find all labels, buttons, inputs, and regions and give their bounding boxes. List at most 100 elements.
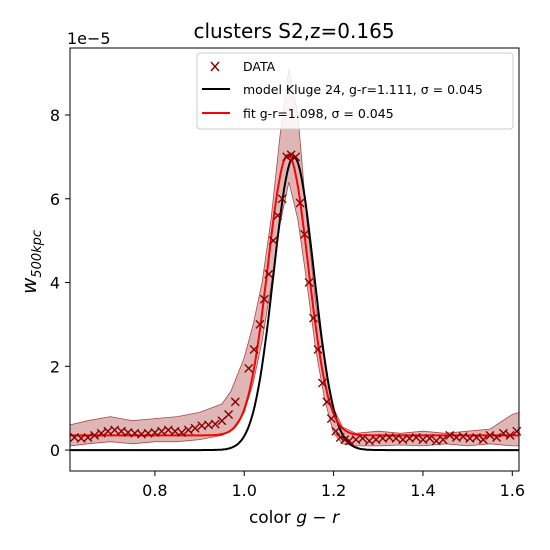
data-point [224, 409, 234, 419]
data-point [210, 419, 220, 429]
data-point-stroke-b [505, 430, 515, 440]
y-axis-ticks: 0 2 4 6 8 [50, 106, 70, 460]
chart-title: clusters S2,z=0.165 [193, 19, 394, 43]
data-point-stroke-b [344, 436, 354, 446]
data-point-stroke-b [204, 420, 213, 430]
data-point-stroke-b [277, 194, 287, 204]
y-axis-label: w500kpc [17, 230, 45, 294]
data-point [177, 427, 187, 437]
data-point-stroke-b [103, 426, 113, 436]
data-point-stroke-b [282, 152, 292, 162]
data-point [183, 425, 193, 435]
data-point [286, 150, 296, 160]
data-point-stroke-b [197, 421, 207, 431]
data-point-stroke-b [300, 229, 310, 239]
data-point [83, 433, 93, 442]
data-point-stroke-b [190, 423, 200, 433]
data-point-stroke-b [268, 236, 278, 246]
data-point-stroke-b [230, 397, 240, 407]
data-point [411, 433, 421, 442]
data-point-stroke-b [244, 363, 254, 373]
data-point [244, 363, 254, 373]
y-tick-label: 8 [50, 106, 60, 125]
data-point-stroke-b [425, 433, 435, 443]
data-point [190, 423, 200, 433]
data-point-stroke-b [83, 433, 93, 442]
legend-label-model: model Kluge 24, g-r=1.111, σ = 0.045 [243, 82, 483, 97]
data-point [445, 430, 455, 440]
data-point-stroke-b [259, 294, 269, 304]
legend-box [196, 52, 514, 130]
data-point [505, 430, 515, 440]
data-point [291, 152, 301, 162]
data-point [331, 426, 341, 436]
data-point [326, 414, 336, 424]
data-point [498, 428, 508, 438]
data-point-stroke-b [364, 436, 374, 446]
x-tick-label: 1.0 [232, 481, 257, 500]
y-tick-label: 4 [50, 274, 60, 293]
data-point-stroke-b [335, 433, 345, 442]
data-point-stroke-b [291, 152, 301, 162]
data-point [304, 278, 314, 288]
data-point-stroke-b [445, 430, 455, 440]
x-tick-label: 1.2 [321, 481, 346, 500]
x-axis-ticks: 0.8 1.0 1.2 1.4 1.6 [142, 471, 525, 500]
data-point [282, 152, 292, 162]
data-point [313, 345, 323, 355]
data-point-stroke-b [418, 435, 428, 445]
data-point-stroke-b [358, 433, 368, 443]
data-point [295, 198, 305, 208]
legend-label-fit: fit g-r=1.098, σ = 0.045 [243, 106, 394, 121]
data-point [249, 345, 259, 355]
data-point-stroke-b [308, 313, 318, 323]
legend-marker-data-stroke-b [210, 61, 220, 72]
data-point [492, 433, 502, 442]
x-axis-label-symbol-2: r [332, 508, 340, 528]
data-point [96, 428, 106, 438]
data-point-stroke-b [411, 433, 421, 442]
data-point [317, 378, 327, 388]
fit-line [70, 153, 519, 437]
x-axis-label: color g − r [249, 508, 340, 528]
data-point [358, 433, 368, 443]
data-point [478, 435, 488, 445]
data-point-stroke-b [255, 319, 265, 329]
data-point-stroke-b [398, 435, 408, 445]
data-point-stroke-b [492, 433, 502, 442]
legend-label-data: DATA [243, 59, 276, 74]
data-point [458, 432, 468, 442]
y-axis-label-subscript: 500kpc [30, 230, 45, 278]
data-point-stroke-b [472, 433, 482, 442]
data-point [90, 430, 100, 440]
data-point [273, 211, 283, 221]
data-point-stroke-b [249, 345, 259, 355]
legend: DATA model Kluge 24, g-r=1.111, σ = 0.04… [196, 52, 514, 130]
data-point-stroke-b [136, 429, 146, 439]
data-point [264, 269, 274, 279]
data-point [322, 397, 332, 407]
data-points-layer [69, 150, 522, 446]
data-point [425, 433, 435, 443]
y-tick-label: 2 [50, 357, 60, 376]
data-point-stroke-b [465, 433, 475, 443]
data-point [268, 236, 278, 246]
data-point-stroke-b [210, 419, 220, 429]
x-axis-label-op: − [307, 508, 332, 528]
data-point-stroke-b [405, 433, 415, 443]
data-point-stroke-b [458, 432, 468, 442]
y-axis-label-main: w [17, 277, 41, 294]
data-point-stroke-b [326, 414, 336, 424]
x-tick-label: 1.4 [410, 481, 435, 500]
x-tick-label: 0.8 [142, 481, 167, 500]
data-point-stroke-b [340, 435, 350, 445]
data-point-stroke-b [451, 433, 461, 442]
x-axis-label-word: color [249, 508, 296, 528]
y-tick-label: 6 [50, 190, 60, 209]
data-point-stroke-b [264, 269, 274, 279]
data-point-stroke-b [438, 435, 448, 445]
data-point [259, 294, 269, 304]
data-point-stroke-b [478, 435, 488, 445]
data-point-stroke-b [431, 436, 441, 446]
